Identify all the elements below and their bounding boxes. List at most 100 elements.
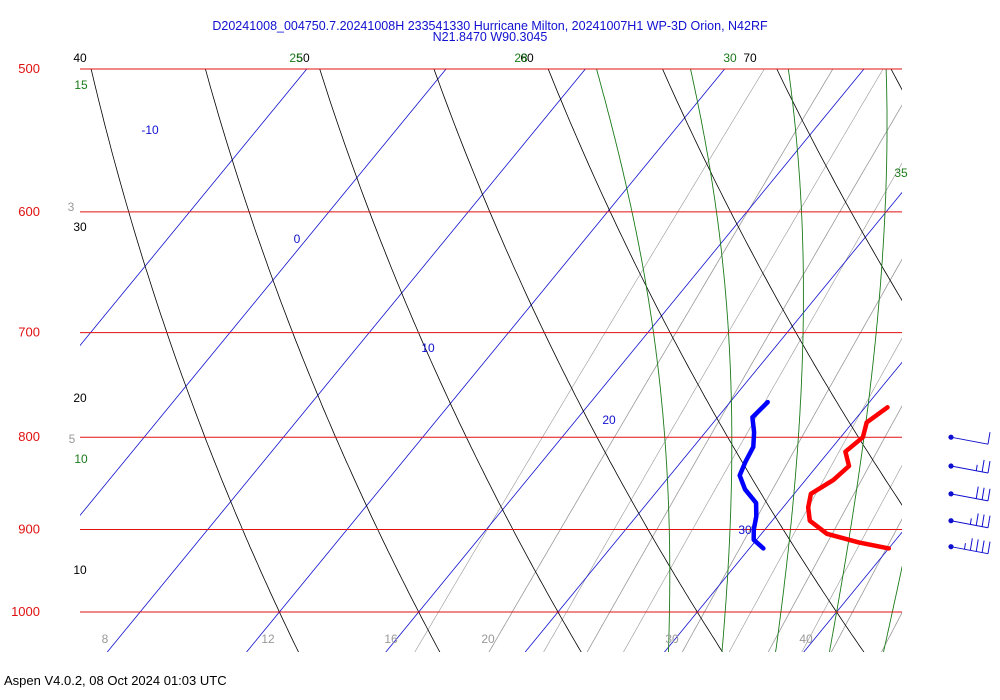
pressure-tick-label: 600: [18, 204, 40, 219]
mixing-ratio-lines: [414, 21, 1000, 658]
mixing-ratio-label: 20: [481, 632, 495, 646]
isotherm-line: [80, 69, 308, 347]
wind-barb-full-feather: [987, 460, 991, 474]
moist-adiabat-line: [775, 69, 804, 652]
mixing-ratio-line: [881, 611, 902, 652]
wind-barb-full-feather: [987, 432, 991, 445]
dry-adiabat-line: [890, 69, 902, 91]
isotherm-label: 0: [294, 232, 301, 246]
mixing-ratio-line: [930, 21, 1000, 658]
mixing-ratio-label: 3: [68, 200, 75, 214]
isotherm-line: [385, 69, 865, 652]
wind-barb-full-feather: [969, 538, 973, 551]
moist-adiabat-line: [883, 565, 902, 652]
chart-title: D20241008_004750.7.20241008H 233541330 H…: [212, 19, 768, 33]
moist-adiabat-label: 15: [74, 78, 88, 92]
wind-barb-full-feather: [981, 514, 985, 527]
pressure-tick-label: 500: [18, 61, 40, 76]
dry-adiabat-label: 10: [73, 563, 87, 577]
wind-barb-full-feather: [981, 487, 985, 500]
isotherm-label: 30: [738, 523, 752, 537]
mixing-ratio-line: [488, 69, 834, 652]
pressure-tick-label: 900: [18, 521, 40, 536]
moist-adiabat-line: [690, 69, 733, 652]
wind-barb-half-feather: [963, 543, 966, 550]
wind-barb-half-feather: [969, 518, 972, 525]
isotherm-line: [246, 69, 726, 652]
wind-barb-full-feather: [987, 515, 991, 528]
dry-adiabat-label: 30: [73, 220, 87, 234]
mixing-ratio-line: [728, 337, 902, 652]
mixing-ratio-line: [681, 258, 902, 652]
mixing-ratio-line: [543, 69, 884, 652]
dry-adiabat-label: 60: [520, 51, 534, 65]
mixing-ratio-label: 8: [102, 632, 109, 646]
wind-barb-full-feather: [987, 488, 991, 501]
dry-adiabat-label: 50: [296, 51, 310, 65]
isotherm-line: [80, 69, 447, 517]
isotherm-line: [663, 361, 902, 652]
wind-barb-full-feather: [975, 513, 979, 526]
wind-barb-full-feather: [975, 486, 979, 499]
isobar-lines: [80, 68, 902, 613]
wind-barbs: [948, 432, 991, 555]
isotherm-label: -10: [141, 123, 159, 137]
dry-adiabat-line: [547, 69, 865, 652]
mixing-ratio-label: 5: [69, 432, 76, 446]
moist-adiabat-label: 10: [74, 452, 88, 466]
moist-adiabat-line: [936, 0, 1000, 658]
mixing-ratio-line: [830, 518, 902, 652]
dewpoint-profile: [737, 399, 770, 551]
isotherm-label: 20: [602, 413, 616, 427]
chart-subtitle-location: N21.8470 W90.3045: [432, 30, 548, 44]
mixing-ratio-line: [414, 69, 765, 652]
sounding-profiles: [737, 399, 892, 551]
wind-barb-staff: [950, 436, 989, 445]
isotherm-lines: [80, 0, 1000, 672]
moist-adiabat-label: 25: [289, 51, 303, 65]
wind-barb-full-feather: [981, 459, 985, 473]
dry-adiabat-line: [319, 69, 582, 652]
isotherm-line: [926, 0, 1000, 672]
wind-barb: [948, 459, 991, 474]
moist-adiabat-label: 30: [723, 51, 737, 65]
wind-barb-full-feather: [987, 541, 991, 554]
mixing-ratio-line: [972, 21, 1000, 658]
pressure-tick-label: 1000: [11, 604, 40, 619]
moist-adiabat-line: [991, 0, 1000, 658]
mixing-ratio-label: 30: [665, 632, 679, 646]
footer-version: Aspen V4.0.2, 08 Oct 2024 01:03 UTC: [4, 673, 227, 688]
temperature-profile: [805, 405, 892, 551]
moist-adiabat-line: [828, 69, 888, 652]
wind-barb-half-feather: [975, 464, 978, 471]
isotherm-line: [524, 191, 902, 652]
wind-barb: [948, 432, 991, 445]
isotherm-label: 10: [421, 341, 435, 355]
dry-adiabat-line: [90, 69, 299, 652]
isotherm-line: [803, 531, 902, 652]
moist-adiabat-line: [596, 69, 671, 652]
axis-labels: 500 600 700 800 900 1000 -10 0 10 20 30 40 50 60 70 30 2…: [11, 51, 908, 646]
dry-adiabat-line: [978, 21, 1000, 658]
dry-adiabat-line: [776, 69, 902, 302]
wind-barb-full-feather: [981, 540, 985, 553]
mixing-ratio-line: [801, 464, 902, 652]
dry-adiabat-line: [204, 69, 441, 652]
dry-adiabat-label: 40: [73, 51, 87, 65]
mixing-ratio-label: 16: [384, 632, 398, 646]
wind-barb: [948, 513, 991, 529]
dry-adiabat-line: [433, 69, 723, 652]
moist-adiabat-label: 28: [514, 51, 528, 65]
mixing-ratio-label: 12: [261, 632, 275, 646]
wind-barb: [948, 538, 991, 555]
moist-adiabat-label: 35: [894, 166, 908, 180]
dry-adiabat-line: [662, 69, 902, 506]
dry-adiabat-lines: [90, 21, 1000, 658]
dry-adiabat-label: 70: [743, 51, 757, 65]
isotherm-line: [106, 69, 586, 652]
moist-adiabat-lines: [596, 0, 1000, 658]
wind-barb: [948, 486, 991, 502]
mixing-ratio-label: 40: [799, 632, 813, 646]
wind-barb-full-feather: [975, 539, 979, 552]
